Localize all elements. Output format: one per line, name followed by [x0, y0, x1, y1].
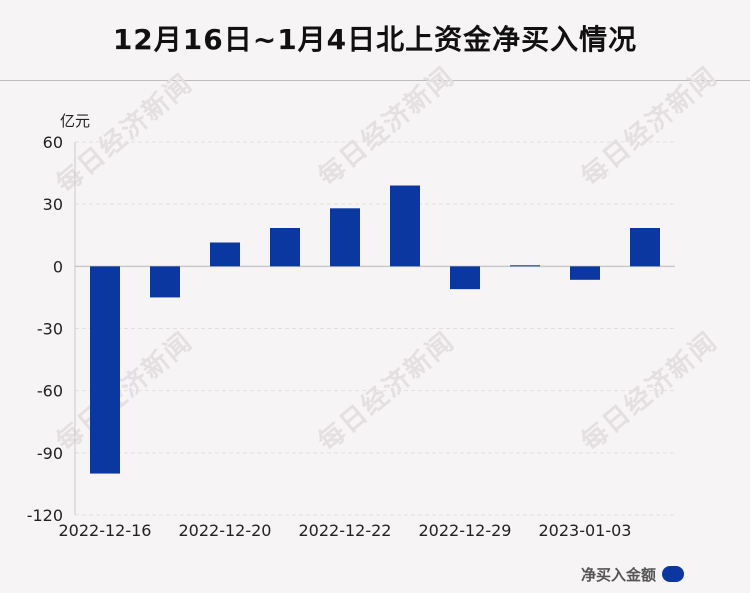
bar: [270, 227, 300, 267]
y-tick-labels: 60 30 0 -30 -60 -90 -120: [27, 133, 63, 525]
watermark-text: 每日经济新闻: [312, 326, 461, 458]
x-tick-labels: 2022-12-16 2022-12-20 2022-12-22 2022-12-29…: [59, 521, 632, 540]
legend-swatch: [662, 566, 684, 582]
legend-label: 净买入金额: [580, 565, 656, 584]
y-tick-label: -60: [37, 382, 63, 401]
x-tick-label: 2022-12-22: [299, 521, 392, 540]
bar: [210, 242, 240, 267]
y-tick-label: 60: [43, 133, 63, 152]
bar: [90, 266, 120, 474]
watermark-text: 每日经济新闻: [575, 61, 724, 193]
bar: [630, 227, 660, 267]
bar: [330, 208, 360, 267]
bar: [390, 185, 420, 267]
chart-title: 12月16日~1月4日北上资金净买入情况: [112, 23, 638, 56]
watermark-text: 每日经济新闻: [312, 61, 461, 193]
bar: [510, 265, 540, 267]
axes: [74, 142, 675, 515]
y-tick-label: -120: [27, 506, 63, 525]
y-tick-label: 30: [43, 195, 63, 214]
legend: 净买入金额: [581, 563, 684, 585]
bar: [450, 266, 480, 290]
y-unit-label: 亿元: [60, 112, 90, 130]
y-tick-label: -90: [37, 444, 63, 463]
bar: [150, 266, 180, 298]
x-tick-label: 2022-12-16: [59, 521, 152, 540]
watermark-text: 每日经济新闻: [50, 326, 199, 458]
watermark-text: 每日经济新闻: [575, 326, 724, 458]
watermark-text: 每日经济新闻: [50, 68, 199, 200]
x-tick-label: 2022-12-20: [179, 521, 272, 540]
x-tick-label: 2022-12-29: [419, 521, 512, 540]
x-tick-label: 2023-01-03: [539, 521, 632, 540]
gridlines: [75, 141, 675, 516]
bars: [90, 185, 660, 474]
bar: [570, 266, 600, 280]
y-tick-label: -30: [37, 320, 63, 339]
y-tick-label: 0: [53, 257, 63, 276]
title-divider: [0, 80, 750, 81]
